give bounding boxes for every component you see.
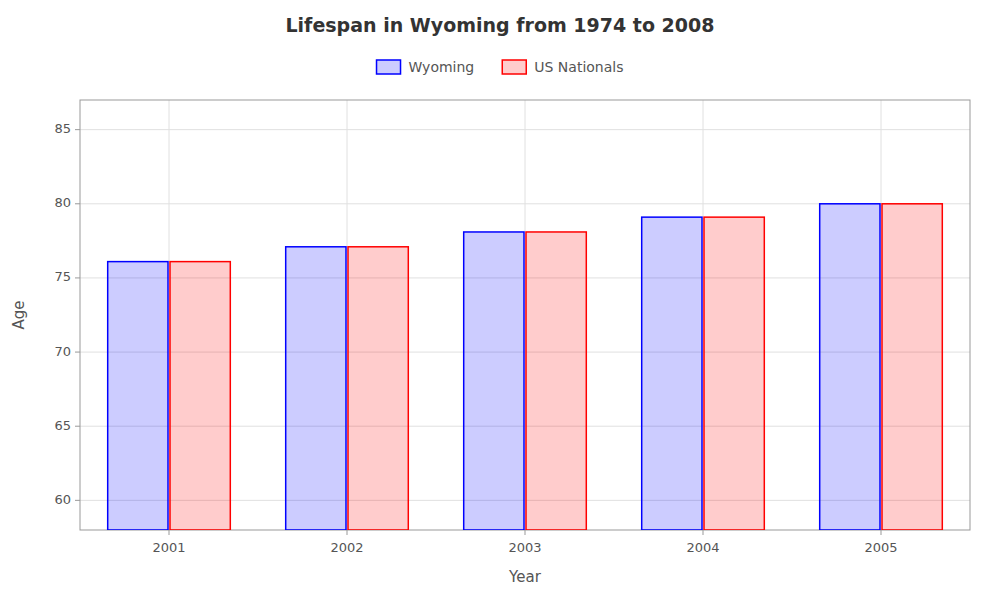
bar xyxy=(348,247,408,530)
y-tick-label: 65 xyxy=(54,418,71,433)
legend: Wyoming US Nationals xyxy=(377,59,624,75)
x-tick xyxy=(347,530,348,535)
bar xyxy=(108,262,168,530)
x-tick xyxy=(169,530,170,535)
y-tick xyxy=(75,203,80,204)
y-tick xyxy=(75,500,80,501)
bar xyxy=(464,232,524,530)
legend-item: US Nationals xyxy=(502,59,623,75)
x-tick-label: 2004 xyxy=(686,540,719,555)
legend-label: US Nationals xyxy=(534,59,623,75)
y-tick xyxy=(75,277,80,278)
y-axis-label: Age xyxy=(10,300,28,329)
bar xyxy=(704,217,764,530)
x-tick-label: 2001 xyxy=(152,540,185,555)
y-tick xyxy=(75,352,80,353)
bar xyxy=(526,232,586,530)
x-tick-label: 2003 xyxy=(508,540,541,555)
bar xyxy=(882,204,942,530)
y-tick xyxy=(75,129,80,130)
bar xyxy=(820,204,880,530)
legend-swatch xyxy=(502,60,526,74)
legend-item: Wyoming xyxy=(377,59,475,75)
legend-label: Wyoming xyxy=(409,59,475,75)
chart: 60 65 70 75 80 85 2001 2002 2003 2004 2005 Year Age L… xyxy=(0,0,1000,600)
plot-frame xyxy=(80,100,970,530)
x-tick xyxy=(703,530,704,535)
x-axis-label: Year xyxy=(508,568,542,586)
y-tick-label: 75 xyxy=(54,269,71,284)
y-tick-label: 60 xyxy=(54,492,71,507)
bar xyxy=(170,262,230,530)
x-tick-label: 2005 xyxy=(864,540,897,555)
y-tick-label: 70 xyxy=(54,344,71,359)
title: Lifespan in Wyoming from 1974 to 2008 xyxy=(286,14,715,36)
y-tick xyxy=(75,426,80,427)
y-tick-label: 80 xyxy=(54,195,71,210)
bars xyxy=(108,204,943,530)
bar xyxy=(286,247,346,530)
x-tick xyxy=(881,530,882,535)
bar xyxy=(642,217,702,530)
x-tick-label: 2002 xyxy=(330,540,363,555)
legend-swatch xyxy=(377,60,401,74)
y-tick-label: 85 xyxy=(54,121,71,136)
x-tick xyxy=(525,530,526,535)
